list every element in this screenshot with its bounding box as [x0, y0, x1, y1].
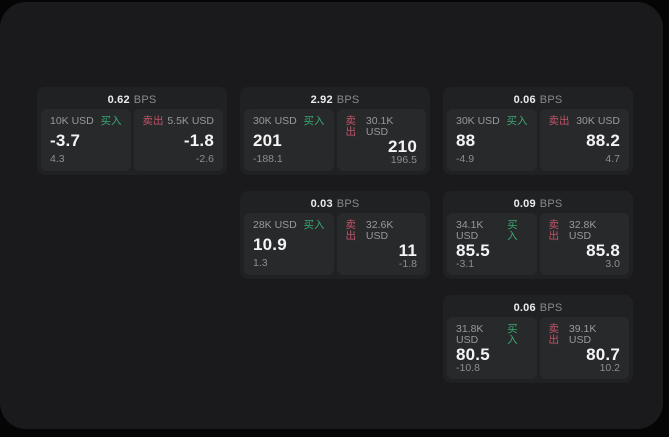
buy-quote-tile[interactable]: 30K USD 买入 201 -188.1	[244, 109, 334, 171]
bps-value: 2.92	[310, 94, 333, 106]
bps-value: 0.03	[310, 198, 333, 210]
buy-quote-tile[interactable]: 34.1K USD 买入 85.5 -3.1	[447, 213, 537, 275]
buy-side-label: 买入	[303, 219, 325, 231]
sell-sub-value: -1.8	[398, 258, 417, 270]
sell-price: 88.2	[586, 131, 620, 150]
bps-header: 0.03 BPS	[244, 195, 426, 213]
sell-price: 80.7	[586, 345, 620, 364]
bps-value: 0.06	[513, 94, 536, 106]
bps-unit-label: BPS	[539, 198, 563, 210]
buy-sub-value: -4.9	[456, 153, 475, 165]
bps-unit-label: BPS	[336, 198, 360, 210]
sell-sub-value: 196.5	[390, 154, 417, 166]
buy-sub-value: 1.3	[253, 257, 268, 269]
quote-card: 0.09 BPS 34.1K USD 买入 85.5 -3.1 卖出 32.8K …	[443, 191, 633, 279]
bps-value: 0.09	[513, 198, 536, 210]
bps-header: 0.06 BPS	[447, 91, 629, 109]
buy-side-label: 买入	[506, 115, 528, 127]
buy-price: 85.5	[456, 241, 490, 260]
sell-sub-value: 4.7	[605, 153, 620, 165]
bps-header: 0.06 BPS	[447, 299, 629, 317]
buy-price: -3.7	[50, 131, 81, 150]
quote-card: 0.06 BPS 30K USD 买入 88 -4.9 卖出 30K USD 88…	[443, 87, 633, 175]
bps-value: 0.62	[107, 94, 130, 106]
bps-unit-label: BPS	[539, 302, 563, 314]
sell-amount: 32.8K USD	[568, 219, 597, 242]
buy-sub-value: -3.1	[456, 258, 475, 270]
quote-card: 2.92 BPS 30K USD 买入 201 -188.1 卖出 30.1K U…	[240, 87, 430, 175]
sell-sub-value: -2.6	[195, 153, 214, 165]
sell-side-label: 卖出	[548, 323, 560, 346]
buy-sub-value: 4.3	[50, 153, 65, 165]
sell-price: 85.8	[586, 241, 620, 260]
sell-amount: 30.1K USD	[365, 115, 394, 138]
quote-card: 0.03 BPS 28K USD 买入 10.9 1.3 卖出 32.6K USD…	[240, 191, 430, 279]
app-panel: 0.62 BPS 10K USD 买入 -3.7 4.3 卖出 5.5K USD …	[0, 2, 663, 429]
sell-side-label: 卖出	[345, 219, 357, 242]
sell-price: -1.8	[183, 131, 214, 150]
buy-quote-tile[interactable]: 30K USD 买入 88 -4.9	[447, 109, 537, 171]
sell-sub-value: 3.0	[605, 258, 620, 270]
buy-side-label: 买入	[507, 323, 518, 346]
buy-side-label: 买入	[303, 115, 325, 127]
buy-price: 80.5	[456, 345, 490, 364]
sell-amount: 39.1K USD	[568, 323, 597, 346]
bps-value: 0.06	[513, 302, 536, 314]
buy-quote-tile[interactable]: 28K USD 买入 10.9 1.3	[244, 213, 334, 275]
buy-price: 88	[456, 131, 476, 150]
sell-quote-tile[interactable]: 卖出 30K USD 88.2 4.7	[539, 109, 629, 171]
buy-price: 10.9	[253, 235, 287, 254]
sell-quote-tile[interactable]: 卖出 5.5K USD -1.8 -2.6	[133, 109, 223, 171]
buy-sub-value: -10.8	[456, 362, 480, 374]
bps-unit-label: BPS	[133, 94, 157, 106]
buy-quote-tile[interactable]: 31.8K USD 买入 80.5 -10.8	[447, 317, 537, 379]
sell-quote-tile[interactable]: 卖出 32.8K USD 85.8 3.0	[539, 213, 629, 275]
sell-side-label: 卖出	[142, 115, 164, 127]
sell-sub-value: 10.2	[599, 362, 620, 374]
sell-price: 11	[398, 241, 417, 260]
sell-quote-tile[interactable]: 卖出 30.1K USD 210 196.5	[336, 109, 426, 171]
quote-card: 0.06 BPS 31.8K USD 买入 80.5 -10.8 卖出 39.1K…	[443, 295, 633, 383]
sell-amount: 32.6K USD	[365, 219, 394, 242]
quote-card: 0.62 BPS 10K USD 买入 -3.7 4.3 卖出 5.5K USD …	[37, 87, 227, 175]
sell-quote-tile[interactable]: 卖出 39.1K USD 80.7 10.2	[539, 317, 629, 379]
buy-amount: 10K USD	[50, 115, 94, 127]
bps-header: 2.92 BPS	[244, 91, 426, 109]
buy-amount: 28K USD	[253, 219, 297, 231]
buy-side-label: 买入	[507, 219, 518, 242]
bps-header: 0.62 BPS	[41, 91, 223, 109]
buy-amount: 30K USD	[456, 115, 500, 127]
buy-amount: 34.1K USD	[456, 219, 484, 242]
buy-side-label: 买入	[100, 115, 122, 127]
buy-amount: 31.8K USD	[456, 323, 484, 346]
bps-unit-label: BPS	[539, 94, 563, 106]
sell-side-label: 卖出	[345, 115, 357, 138]
buy-amount: 30K USD	[253, 115, 297, 127]
sell-price: 210	[388, 137, 417, 156]
sell-side-label: 卖出	[548, 219, 560, 242]
buy-price: 201	[253, 131, 282, 150]
sell-quote-tile[interactable]: 卖出 32.6K USD 11 -1.8	[336, 213, 426, 275]
sell-amount: 30K USD	[576, 115, 620, 127]
sell-side-label: 卖出	[548, 115, 570, 127]
bps-header: 0.09 BPS	[447, 195, 629, 213]
buy-sub-value: -188.1	[253, 153, 283, 165]
sell-amount: 5.5K USD	[167, 115, 214, 127]
buy-quote-tile[interactable]: 10K USD 买入 -3.7 4.3	[41, 109, 131, 171]
bps-unit-label: BPS	[336, 94, 360, 106]
